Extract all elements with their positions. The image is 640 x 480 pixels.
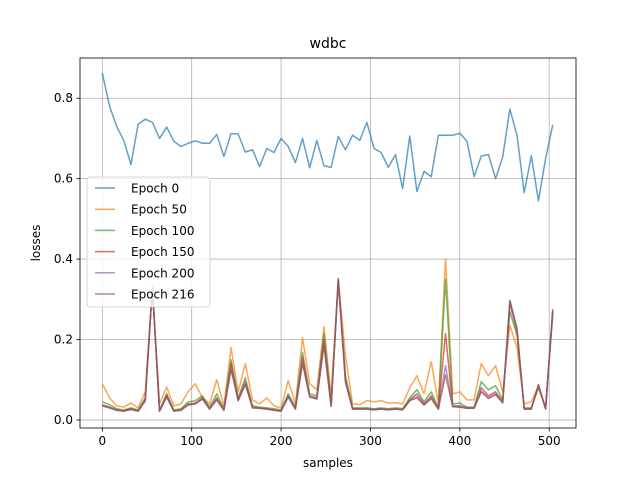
x-tick-label: 300 [359,434,382,448]
legend: Epoch 0 Epoch 50 Epoch 100 Epoch 150 Epoch 2… [86,176,211,308]
series-line-epoch-216 [102,277,554,412]
x-tick-label: 400 [448,434,471,448]
legend-box [86,176,211,308]
y-tick-label: 0.4 [54,252,73,266]
y-tick-label: 0.2 [54,333,73,347]
x-tick-label: 500 [538,434,561,448]
x-axis-label: samples [303,456,353,470]
y-axis-label: losses [29,225,43,262]
ticks: 0 100 200 300 400 500 0.0 0.2 0.4 0.6 0.8 [54,91,561,448]
legend-label: Epoch 200 [131,266,194,280]
x-tick-label: 100 [180,434,203,448]
x-tick-label: 200 [270,434,293,448]
series-line-epoch-50 [101,258,554,409]
legend-label: Epoch 0 [131,182,179,196]
x-tick-label: 0 [99,434,107,448]
legend-label: Epoch 50 [131,203,187,217]
series-group [101,73,554,412]
chart-title: wdbc [310,36,347,52]
y-tick-label: 0.0 [54,413,73,427]
axes-frame [79,57,577,429]
legend-label: Epoch 216 [131,288,194,302]
series-line-epoch-0 [101,73,554,202]
legend-label: Epoch 150 [131,245,194,259]
y-tick-label: 0.8 [54,91,73,105]
legend-label: Epoch 100 [131,224,194,238]
y-tick-label: 0.6 [54,172,73,186]
grid [80,58,576,428]
